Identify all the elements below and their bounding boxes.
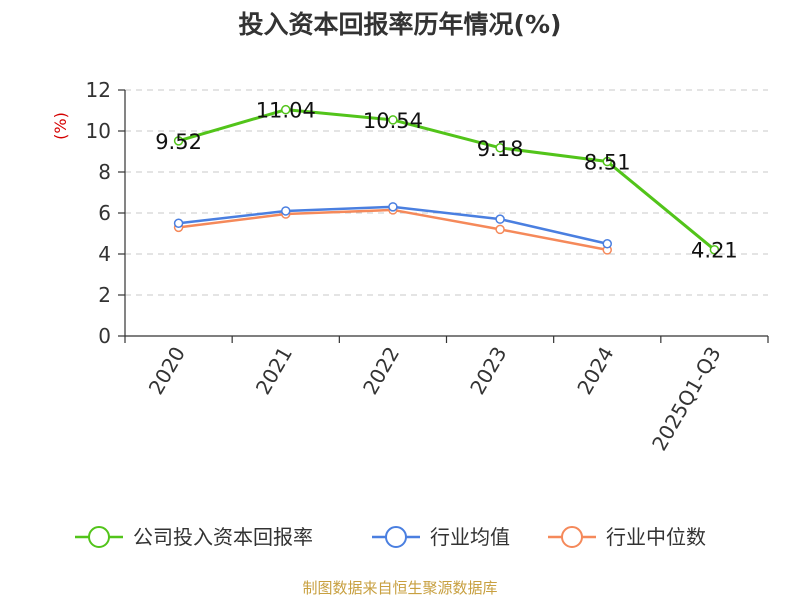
legend-label: 行业中位数	[606, 525, 706, 549]
data-label: 8.51	[584, 151, 631, 175]
legend: 公司投入资本回报率 行业均值 行业中位数	[75, 525, 706, 549]
data-point	[281, 206, 291, 216]
data-point	[281, 104, 291, 115]
data-point	[495, 143, 505, 153]
x-tick-label: 2020	[144, 343, 190, 399]
data-point	[495, 214, 505, 224]
x-tick-label: 2024	[572, 343, 618, 399]
data-point	[388, 115, 398, 125]
y-tick-label: 4	[98, 242, 111, 266]
data-label: 11.04	[256, 99, 316, 123]
legend-swatch-marker	[561, 526, 583, 548]
data-point	[709, 244, 720, 255]
data-point	[173, 218, 184, 228]
series-line	[178, 108, 716, 251]
data-label: 4.21	[691, 239, 738, 263]
y-tick-label: 10	[86, 119, 111, 143]
data-point	[388, 202, 398, 212]
data-point	[602, 156, 612, 167]
grid-lines	[125, 89, 768, 296]
x-tick-label: 2022	[358, 343, 404, 399]
x-tick-label: 2021	[251, 343, 297, 399]
y-axis-label: (%)	[51, 112, 70, 140]
y-tick-label: 2	[98, 283, 111, 307]
data-point	[495, 224, 505, 235]
x-tick-label: 2023	[465, 343, 511, 399]
chart-title: 投入资本回报率历年情况(%)	[239, 10, 562, 39]
y-tick-label: 6	[98, 201, 111, 225]
data-label: 9.52	[155, 130, 202, 154]
x-tick-label: 2025Q1-Q3	[647, 343, 726, 455]
y-tick-label: 12	[86, 78, 111, 102]
y-tick-label: 0	[98, 324, 111, 348]
data-point	[602, 239, 612, 249]
legend-label: 行业均值	[430, 525, 510, 549]
legend-swatch-marker	[88, 526, 110, 548]
data-labels: 9.52 11.04 10.54 9.18 8.51 4.21	[155, 99, 738, 263]
data-point	[173, 136, 184, 146]
y-tick-label: 8	[98, 160, 111, 184]
data-label: 9.18	[477, 137, 524, 161]
legend-swatch-marker	[385, 526, 407, 548]
series-lines	[173, 104, 720, 255]
data-label: 10.54	[363, 109, 423, 133]
source-note: 制图数据来自恒生聚源数据库	[302, 579, 497, 597]
legend-label: 公司投入资本回报率	[133, 525, 313, 549]
